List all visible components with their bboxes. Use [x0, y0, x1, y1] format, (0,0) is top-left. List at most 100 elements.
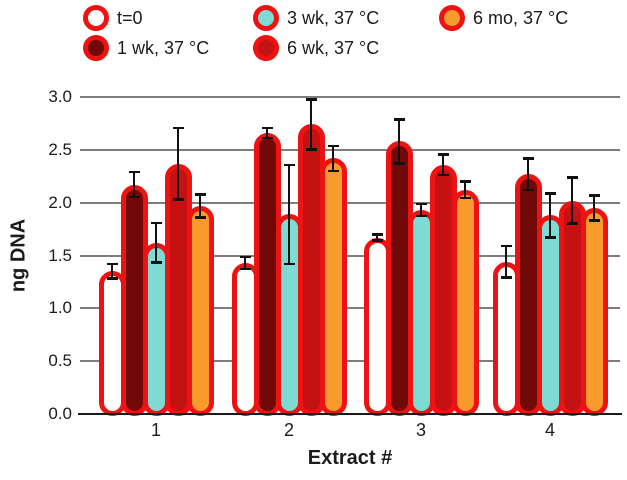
error-bar-cap-top — [522, 157, 534, 160]
error-bar-cap-bottom — [459, 196, 471, 200]
error-bar-6-wk-37-c-extract-4 — [566, 176, 578, 225]
error-bar-line — [110, 262, 114, 280]
error-bar-line — [265, 126, 269, 140]
legend-marker-6-wk-37-c — [253, 35, 279, 61]
legend-marker-3-wk-37-c — [253, 5, 279, 31]
error-bar-cap-top — [172, 126, 184, 130]
legend-label-6-mo-37-c: 6 mo, 37 °C — [473, 8, 569, 28]
bar-6-mo-37-c-extract-3 — [451, 189, 479, 416]
error-bar-cap-bottom — [305, 148, 317, 151]
error-bar-6-wk-37-c-extract-2 — [305, 98, 317, 151]
error-bar-cap-bottom — [566, 222, 578, 225]
y-tick-label-3.0: 3.0 — [48, 87, 72, 106]
error-bar-3-wk-37-c-extract-2 — [283, 163, 295, 265]
error-bar-cap-bottom — [393, 162, 405, 165]
error-bar-1-wk-37-c-extract-2 — [261, 126, 273, 140]
error-bar-cap-top — [566, 176, 578, 179]
y-tick-label-0.5: 0.5 — [48, 351, 72, 371]
x-axis-title: Extract # — [307, 447, 393, 469]
error-bar-cap-top — [437, 153, 449, 156]
error-bar-6-mo-37-c-extract-2 — [327, 144, 339, 173]
error-bar-line — [243, 255, 247, 271]
error-bar-cap-top — [588, 194, 600, 197]
error-bar-cap-top — [239, 255, 251, 258]
error-bar-cap-bottom — [437, 173, 449, 177]
error-bar-line — [132, 170, 136, 199]
error-bar-cap-bottom — [500, 276, 512, 279]
error-bar-line — [331, 144, 335, 173]
error-bar-line — [463, 180, 467, 200]
error-bar-cap-bottom — [588, 219, 600, 222]
error-bar-line — [287, 163, 291, 265]
bar-6-mo-37-c-extract-4 — [580, 207, 608, 416]
legend-marker-6-mo-37-c — [439, 5, 465, 31]
error-bar-6-wk-37-c-extract-3 — [437, 153, 449, 177]
error-bar-cap-bottom — [106, 277, 118, 280]
legend-marker-t-0 — [83, 5, 109, 31]
error-bar-t-0-extract-1 — [106, 262, 118, 280]
error-bar-line — [441, 153, 445, 177]
error-bar-cap-top — [305, 98, 317, 101]
error-bar-line — [592, 194, 596, 222]
error-bar-line — [570, 176, 574, 225]
error-bar-3-wk-37-c-extract-4 — [544, 192, 556, 239]
x-tick-label-2: 2 — [283, 420, 294, 440]
legend-label-6-wk-37-c: 6 wk, 37 °C — [287, 38, 380, 58]
error-bar-6-mo-37-c-extract-1 — [194, 193, 206, 219]
error-bar-cap-top — [459, 180, 471, 183]
error-bar-t-0-extract-4 — [500, 244, 512, 279]
error-bar-cap-bottom — [522, 188, 534, 192]
error-bar-cap-top — [261, 126, 273, 130]
error-bar-line — [176, 126, 180, 201]
legend-marker-1-wk-37-c — [83, 35, 109, 61]
error-bar-cap-bottom — [261, 136, 273, 140]
error-bar-1-wk-37-c-extract-1 — [128, 170, 140, 199]
error-bar-3-wk-37-c-extract-1 — [150, 221, 162, 264]
error-bar-cap-top — [106, 262, 118, 266]
bar-6-mo-37-c-extract-2 — [319, 158, 347, 416]
error-bar-cap-top — [371, 233, 383, 236]
error-bar-6-mo-37-c-extract-3 — [459, 180, 471, 200]
x-axis-line — [78, 413, 622, 415]
error-bar-line — [198, 193, 202, 219]
gridline-y-0.5 — [80, 360, 620, 363]
error-bar-cap-top — [500, 244, 512, 248]
error-bar-cap-bottom — [415, 214, 427, 218]
gridline-y-2.5 — [80, 148, 620, 151]
x-tick-label-1: 1 — [150, 420, 161, 440]
error-bar-t-0-extract-3 — [371, 233, 383, 242]
error-bar-3-wk-37-c-extract-3 — [415, 202, 427, 218]
error-bar-cap-bottom — [172, 198, 184, 201]
error-bar-line — [548, 192, 552, 239]
error-bar-1-wk-37-c-extract-3 — [393, 118, 405, 165]
error-bar-cap-top — [194, 193, 206, 196]
error-bar-1-wk-37-c-extract-4 — [522, 157, 534, 192]
error-bar-cap-bottom — [239, 267, 251, 271]
y-tick-label-2.5: 2.5 — [48, 139, 72, 159]
error-bar-line — [526, 157, 530, 192]
error-bar-cap-bottom — [327, 169, 339, 173]
error-bar-cap-bottom — [544, 236, 556, 239]
gridline-y-1.0 — [80, 307, 620, 310]
error-bar-line — [154, 221, 158, 264]
error-bar-6-wk-37-c-extract-1 — [172, 126, 184, 201]
legend-label-1-wk-37-c: 1 wk, 37 °C — [117, 38, 210, 58]
error-bar-line — [375, 233, 379, 242]
error-bar-cap-top — [283, 163, 295, 167]
error-bar-6-mo-37-c-extract-4 — [588, 194, 600, 222]
gridline-y-2.0 — [80, 201, 620, 204]
legend-label-t-0: t=0 — [117, 8, 143, 28]
error-bar-cap-top — [544, 192, 556, 195]
bar-6-mo-37-c-extract-1 — [186, 205, 214, 416]
x-tick-label-3: 3 — [415, 420, 426, 440]
error-bar-cap-top — [128, 170, 140, 174]
gridline-y-3.0 — [80, 96, 620, 98]
error-bar-cap-top — [393, 118, 405, 121]
error-bar-cap-bottom — [150, 261, 162, 264]
error-bar-cap-bottom — [283, 262, 295, 265]
y-tick-label-1.0: 1.0 — [48, 298, 72, 318]
gridline-y-1.5 — [80, 254, 620, 257]
y-tick-label-1.5: 1.5 — [48, 245, 72, 265]
error-bar-cap-bottom — [371, 239, 383, 242]
